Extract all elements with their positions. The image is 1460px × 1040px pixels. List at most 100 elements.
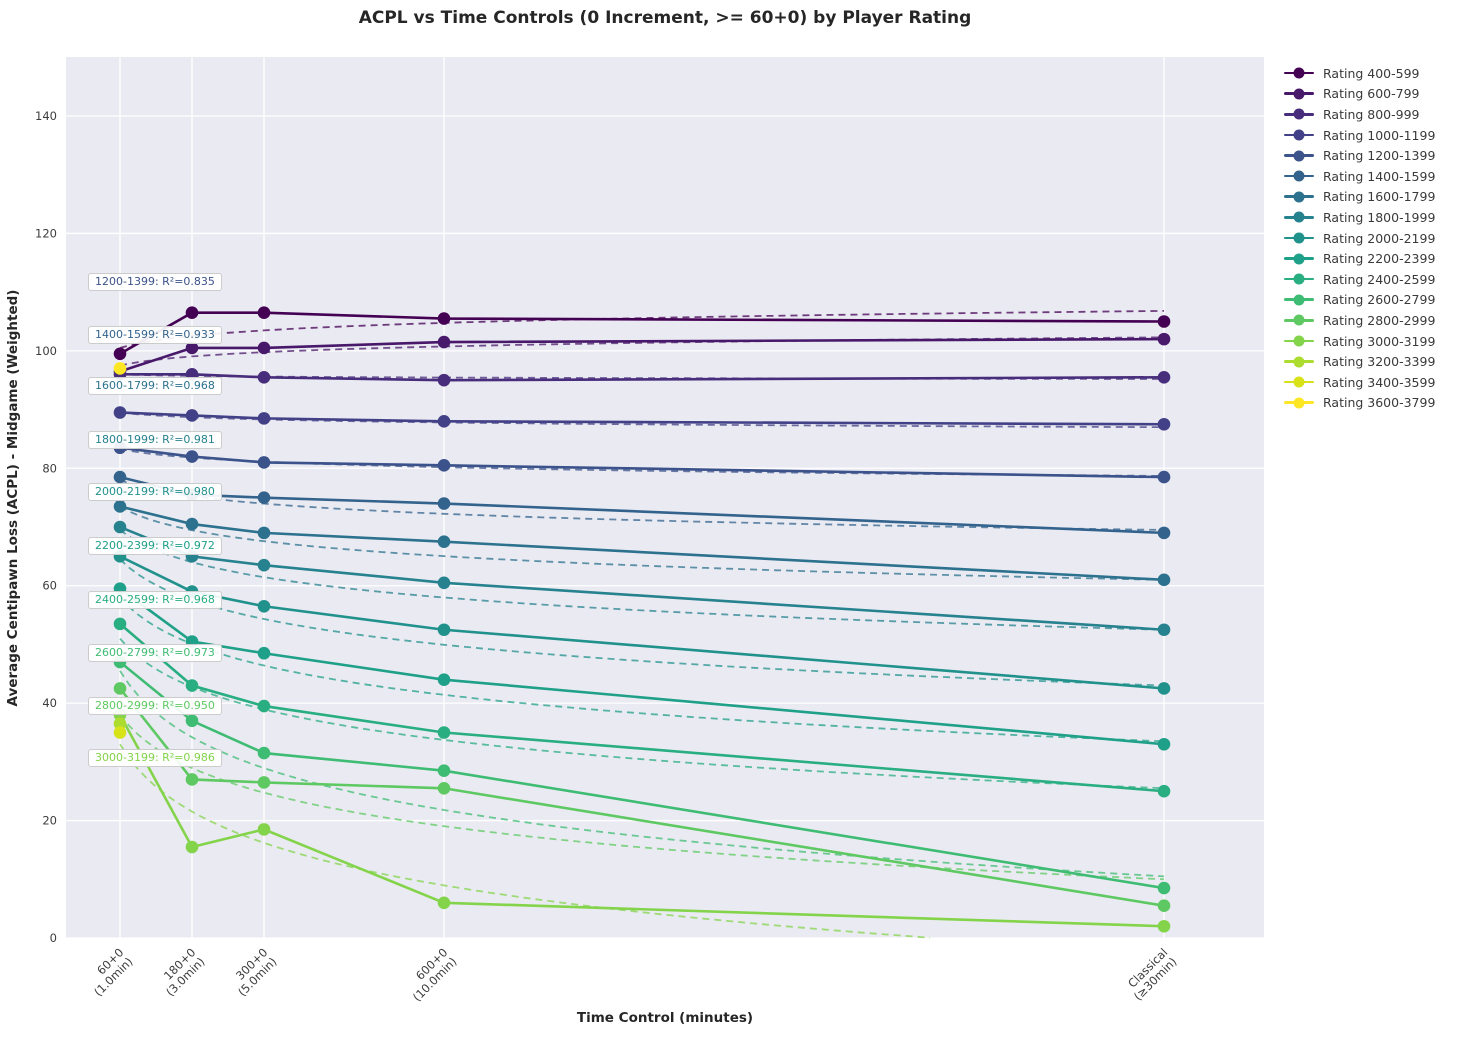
data-point [257, 558, 271, 572]
legend-item-rating-600-799: Rating 600-799 [1284, 84, 1435, 105]
legend-item-rating-1400-1599: Rating 1400-1599 [1284, 166, 1435, 187]
data-point [257, 370, 271, 384]
r2-annotation: 2200-2399: R²=0.972 [88, 537, 222, 555]
legend-item-rating-400-599: Rating 400-599 [1284, 63, 1435, 84]
r2-annotation: 1800-1999: R²=0.981 [88, 431, 222, 449]
data-point [1157, 526, 1171, 540]
data-point [113, 500, 127, 513]
chart-title: ACPL vs Time Controls (0 Increment, >= 6… [358, 8, 972, 28]
legend-item-rating-1800-1999: Rating 1800-1999 [1284, 207, 1435, 228]
series-1000-1199-points [113, 406, 1171, 431]
x-axis-label: Time Control (minutes) [576, 1010, 754, 1026]
data-point [1157, 417, 1171, 431]
series-2800-2999-points [113, 682, 1171, 913]
legend-label: Rating 3000-3199 [1323, 333, 1436, 349]
legend-marker-icon [1284, 149, 1314, 163]
y-tick-label: 20 [42, 814, 57, 828]
data-point [1157, 919, 1171, 933]
data-point [185, 450, 199, 463]
data-point [1157, 573, 1171, 587]
series-2600-2799-trendline [119, 670, 1165, 878]
legend-marker-icon [1284, 272, 1314, 286]
legend-marker-icon [1284, 107, 1314, 121]
legend-marker-icon [1284, 231, 1314, 245]
data-point [185, 714, 199, 728]
series-3400-3599-points [113, 726, 127, 739]
data-point [437, 373, 451, 387]
data-point [185, 517, 199, 531]
legend-label: Rating 1000-1199 [1323, 127, 1436, 143]
series-400-599-points [113, 306, 1171, 361]
legend-marker-icon [1284, 190, 1314, 204]
data-point [257, 491, 271, 504]
y-tick-label: 100 [35, 344, 57, 358]
data-point [1157, 623, 1171, 637]
legend-item-rating-2400-2599: Rating 2400-2599 [1284, 269, 1435, 290]
legend-label: Rating 1200-1399 [1323, 148, 1436, 164]
data-point [437, 576, 451, 590]
legend-marker-icon [1284, 87, 1314, 101]
y-tick-label: 40 [42, 696, 57, 710]
legend-label: Rating 1600-1799 [1323, 189, 1436, 205]
legend-item-rating-3400-3599: Rating 3400-3599 [1284, 372, 1435, 393]
data-point [257, 341, 271, 355]
legend-label: Rating 800-999 [1323, 106, 1420, 122]
data-point [113, 470, 127, 484]
data-point [1157, 899, 1171, 913]
legend-item-rating-2200-2399: Rating 2200-2399 [1284, 248, 1435, 269]
legend-marker-icon [1284, 293, 1314, 307]
data-point [437, 726, 451, 739]
legend-label: Rating 3400-3599 [1323, 374, 1436, 390]
data-point [257, 306, 271, 319]
r2-annotation: 2400-2599: R²=0.968 [88, 591, 222, 609]
series-3200-3399-points [113, 717, 127, 730]
data-point [437, 497, 451, 510]
data-point [185, 679, 199, 692]
y-tick-label: 0 [50, 931, 57, 945]
legend-label: Rating 2400-2599 [1323, 271, 1436, 287]
series-2800-2999-trendline [119, 714, 1165, 881]
series-1800-1999-points [113, 520, 1171, 637]
r2-annotation: 1200-1399: R²=0.835 [88, 273, 222, 291]
data-point [113, 617, 127, 631]
legend-label: Rating 400-599 [1323, 65, 1420, 81]
data-point [1157, 881, 1171, 895]
legend-item-rating-2600-2799: Rating 2600-2799 [1284, 290, 1435, 311]
series-2400-2599-points [113, 617, 1171, 798]
legend-marker-icon [1284, 252, 1314, 266]
data-point [185, 409, 199, 422]
legend-marker-icon [1284, 375, 1314, 389]
series-2200-2399-trendline [119, 596, 1165, 743]
legend-label: Rating 2600-2799 [1323, 292, 1436, 308]
r2-annotation: 1600-1799: R²=0.968 [88, 377, 222, 395]
data-point [257, 746, 271, 760]
data-point [113, 726, 127, 739]
legend-marker-icon [1284, 128, 1314, 142]
legend: Rating 400-599 Rating 600-799 Rating 800-9… [1284, 63, 1435, 413]
series-3600-3799-points [113, 362, 127, 375]
series-3000-3199-trendline [119, 743, 931, 939]
data-point [1157, 470, 1171, 484]
data-point [437, 673, 451, 686]
series-1800-1999-trendline [119, 529, 1165, 631]
legend-item-rating-800-999: Rating 800-999 [1284, 104, 1435, 125]
data-point [113, 406, 127, 419]
data-point [437, 764, 451, 777]
legend-label: Rating 3600-3799 [1323, 395, 1436, 411]
data-point [257, 526, 271, 540]
data-point [1157, 370, 1171, 384]
x-tick-label: 600+0(10.0min) [410, 945, 460, 1004]
data-point [437, 896, 451, 910]
data-point [185, 306, 199, 319]
legend-label: Rating 1800-1999 [1323, 209, 1436, 225]
y-tick-label: 140 [35, 109, 57, 123]
legend-marker-icon [1284, 355, 1314, 369]
legend-item-rating-3200-3399: Rating 3200-3399 [1284, 351, 1435, 372]
data-point [113, 682, 127, 695]
legend-label: Rating 1400-1599 [1323, 168, 1436, 184]
legend-label: Rating 3200-3399 [1323, 354, 1436, 370]
y-tick-label: 80 [42, 461, 57, 475]
legend-item-rating-3000-3199: Rating 3000-3199 [1284, 331, 1435, 352]
